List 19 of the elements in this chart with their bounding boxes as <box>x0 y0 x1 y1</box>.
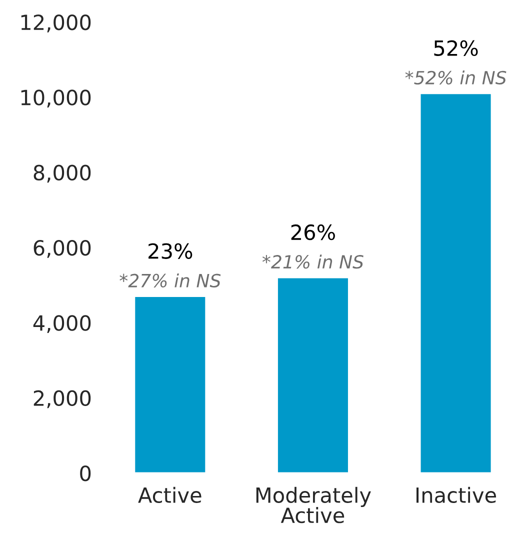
x-tick-label: Active <box>138 486 202 504</box>
bar <box>134 296 207 473</box>
annotation: *21% in NS <box>262 254 364 269</box>
annotation: 52% <box>434 40 478 56</box>
annotation: *52% in NS <box>405 70 506 84</box>
annotation: *27% in NS <box>120 273 221 288</box>
x-tick-label: Moderately Active <box>256 486 371 524</box>
y-tick-label: 2,000 <box>34 390 91 408</box>
x-tick-label: Inactive <box>416 486 496 504</box>
bar <box>276 276 350 473</box>
y-tick-label: 8,000 <box>34 164 91 183</box>
annotation: 23% <box>148 243 192 259</box>
bar <box>419 92 492 473</box>
y-tick-label: 10,000 <box>21 90 91 108</box>
annotation: 26% <box>291 224 335 240</box>
y-tick-label: 12,000 <box>21 14 91 32</box>
y-tick-label: 6,000 <box>34 240 91 258</box>
y-tick-label: 4,000 <box>33 315 91 334</box>
y-tick-label: 0 <box>80 465 91 482</box>
